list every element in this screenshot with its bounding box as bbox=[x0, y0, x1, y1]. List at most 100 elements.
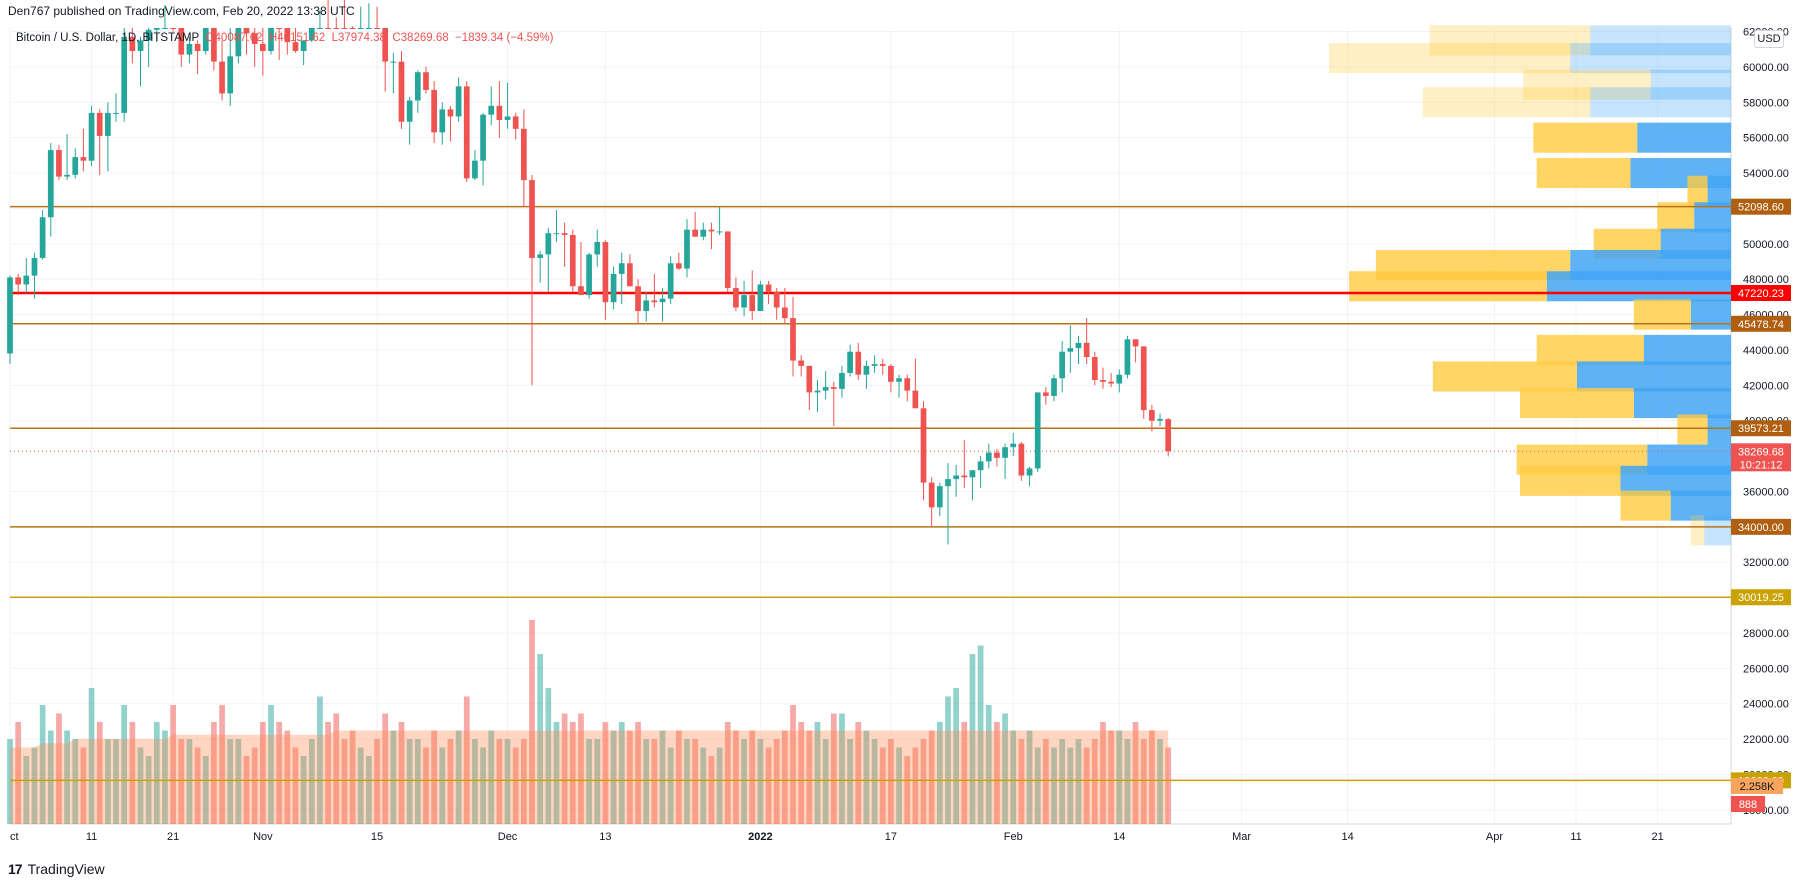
candle-body bbox=[684, 229, 690, 269]
ohlc-close: C38269.68 bbox=[392, 32, 449, 44]
volume-bar bbox=[936, 722, 943, 824]
price-tag-label: 47220.23 bbox=[1738, 288, 1784, 300]
volume-profile-down bbox=[1704, 515, 1731, 546]
candle bbox=[1132, 339, 1139, 363]
volume-bar bbox=[977, 645, 984, 824]
candle bbox=[88, 105, 95, 166]
price-tag-label: 52098.60 bbox=[1738, 202, 1784, 214]
candle bbox=[920, 401, 927, 501]
candle-body bbox=[782, 307, 788, 319]
candle-body bbox=[1140, 346, 1147, 411]
volume-bar bbox=[202, 756, 209, 824]
price-tag-bg bbox=[1731, 518, 1791, 535]
candle bbox=[366, 3, 372, 29]
candle-body bbox=[1091, 357, 1098, 381]
volume-bar bbox=[569, 722, 576, 824]
volume-profile-up bbox=[1519, 465, 1621, 496]
volume-bar bbox=[349, 730, 356, 824]
volume-bar bbox=[896, 747, 902, 824]
volume-profile-down bbox=[1690, 299, 1731, 330]
candle bbox=[1165, 418, 1172, 457]
candle-body bbox=[186, 43, 193, 55]
candle-body bbox=[855, 351, 862, 375]
candle-body bbox=[578, 286, 584, 296]
volume-profile-down bbox=[1643, 334, 1731, 365]
candle bbox=[178, 28, 185, 67]
volume-profile-down bbox=[1650, 69, 1731, 100]
candle bbox=[700, 222, 707, 241]
candle bbox=[847, 344, 853, 377]
candle bbox=[227, 28, 234, 106]
candle bbox=[643, 291, 650, 322]
ohlc-change: −1839.34 (−4.59%) bbox=[455, 32, 554, 44]
volume-bar bbox=[259, 722, 266, 824]
candle-body bbox=[162, 28, 168, 29]
volume-bar bbox=[194, 747, 201, 824]
time-tick-label: Feb bbox=[1004, 831, 1023, 843]
volume-bar bbox=[985, 705, 992, 824]
candle-body bbox=[23, 275, 30, 285]
volume-bar bbox=[1034, 747, 1041, 824]
candle bbox=[7, 275, 13, 365]
candle bbox=[268, 28, 274, 55]
currency-badge[interactable]: USD bbox=[1754, 30, 1784, 48]
time-tick-label: 15 bbox=[371, 831, 383, 843]
volume-profile-down bbox=[1546, 271, 1731, 302]
candle-body bbox=[928, 482, 935, 508]
candle bbox=[888, 364, 894, 393]
candle bbox=[31, 252, 38, 299]
volume-bar bbox=[211, 722, 217, 824]
volume-bar bbox=[1018, 739, 1025, 824]
horizontal-levels bbox=[10, 205, 1731, 782]
volume-bar bbox=[398, 722, 405, 824]
price-tick-label: 42000.00 bbox=[1743, 380, 1789, 392]
candle-body bbox=[757, 284, 764, 312]
time-axis[interactable]: ct 11 21 Nov 15 Dec 13 2022 17 Feb 14 Mar 14 Apr 11 21 bbox=[10, 831, 1664, 843]
candle-body bbox=[366, 28, 372, 29]
price-tick-label: 58000.00 bbox=[1743, 97, 1789, 109]
candle-body bbox=[920, 408, 927, 483]
candle bbox=[537, 250, 544, 283]
volume-profile-up bbox=[1519, 387, 1634, 419]
volume-bar bbox=[1149, 730, 1155, 824]
candle-body bbox=[716, 231, 723, 233]
candle-body bbox=[708, 229, 715, 232]
candle-body bbox=[1051, 378, 1057, 396]
volume-bar bbox=[822, 739, 829, 824]
candle bbox=[716, 206, 723, 235]
volume-bar bbox=[651, 739, 658, 824]
volume-bar bbox=[186, 739, 193, 824]
volume-bar bbox=[463, 696, 470, 824]
candle-body bbox=[219, 61, 225, 94]
volume-bar bbox=[382, 713, 389, 824]
volume-profile-down bbox=[1707, 175, 1731, 206]
volume-profile-down bbox=[1670, 490, 1731, 521]
candle bbox=[170, 28, 176, 32]
candle-body bbox=[64, 174, 70, 177]
volume-tag: 888 bbox=[1739, 799, 1757, 811]
volume-bar bbox=[1059, 739, 1066, 824]
candle bbox=[675, 252, 682, 271]
candle-body bbox=[423, 72, 429, 90]
volume-bar bbox=[994, 722, 1000, 824]
brand-footer[interactable]: 17 TradingView bbox=[8, 861, 105, 877]
volume-bar bbox=[700, 747, 707, 824]
volume-bar bbox=[47, 730, 54, 824]
ohlc-open: O40087.62 bbox=[205, 32, 263, 44]
candle bbox=[317, 10, 323, 29]
volume-bar bbox=[920, 739, 927, 824]
volume-bar bbox=[879, 747, 886, 824]
candle-body bbox=[667, 263, 674, 299]
volume-bar bbox=[537, 654, 544, 824]
volume-bar bbox=[1010, 730, 1017, 824]
candle bbox=[610, 266, 617, 310]
candle bbox=[1018, 441, 1025, 481]
tradingview-logo-icon: 17 bbox=[8, 861, 23, 877]
candle-body bbox=[627, 263, 633, 287]
candle-body bbox=[317, 28, 323, 29]
volume-bar bbox=[716, 747, 723, 824]
volume-bar bbox=[170, 705, 176, 824]
candle-body bbox=[520, 128, 527, 181]
time-tick-label: 2022 bbox=[748, 831, 772, 843]
